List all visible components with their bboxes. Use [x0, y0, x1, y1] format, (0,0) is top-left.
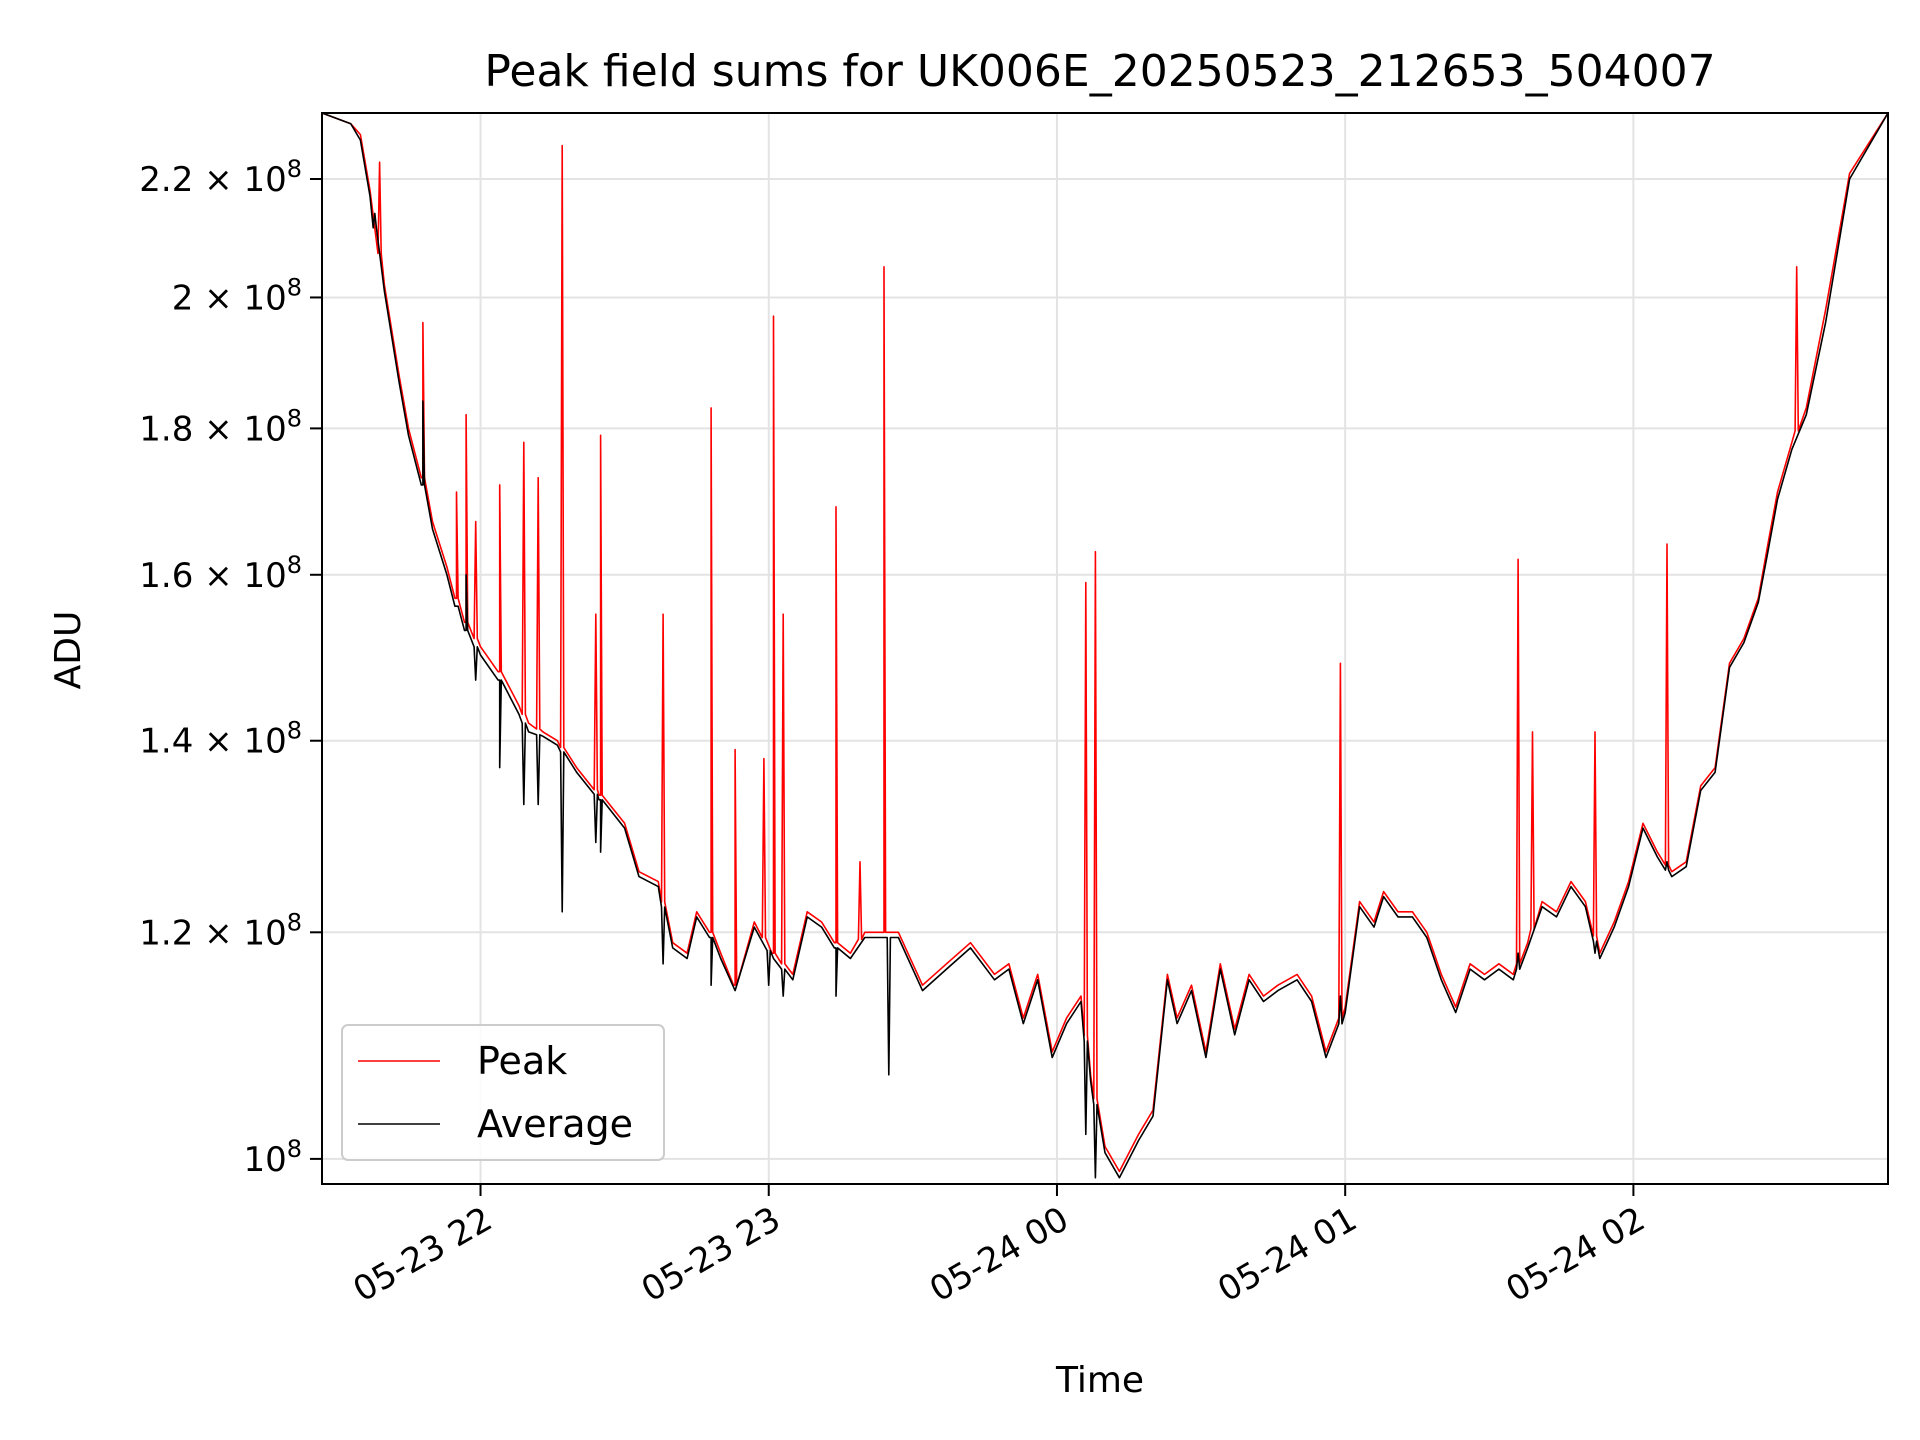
legend: Peak Average	[341, 1024, 665, 1161]
series-layer	[321, 112, 1889, 1179]
y-tick-label: 1.2 × 108	[139, 908, 302, 953]
x-axis-label: Time	[1055, 1360, 1144, 1401]
plot-frame	[321, 112, 1889, 1185]
y-tick-label: 1.4 × 108	[139, 717, 302, 762]
y-axis-ticks: 108 1.2 × 108 1.4 × 108 1.6 × 108 1.8 × 108 2…	[139, 155, 322, 1180]
chart-title: Peak field sums for UK006E_20250523_2126…	[484, 46, 1715, 97]
y-tick-label: 1.6 × 108	[139, 551, 302, 596]
y-tick-label: 2 × 108	[172, 273, 302, 318]
series-line-peak	[321, 112, 1889, 1173]
legend-box	[341, 1024, 665, 1161]
y-tick-label: 2.2 × 108	[139, 155, 302, 200]
y-axis-label: ADU	[48, 611, 89, 690]
legend-label-average: Average	[477, 1102, 633, 1146]
legend-label-peak: Peak	[477, 1039, 567, 1083]
y-tick-label: 108	[243, 1135, 302, 1180]
y-tick-label: 1.8 × 108	[139, 404, 302, 449]
grid-lines	[322, 113, 1888, 1184]
series-line-average	[321, 112, 1889, 1179]
